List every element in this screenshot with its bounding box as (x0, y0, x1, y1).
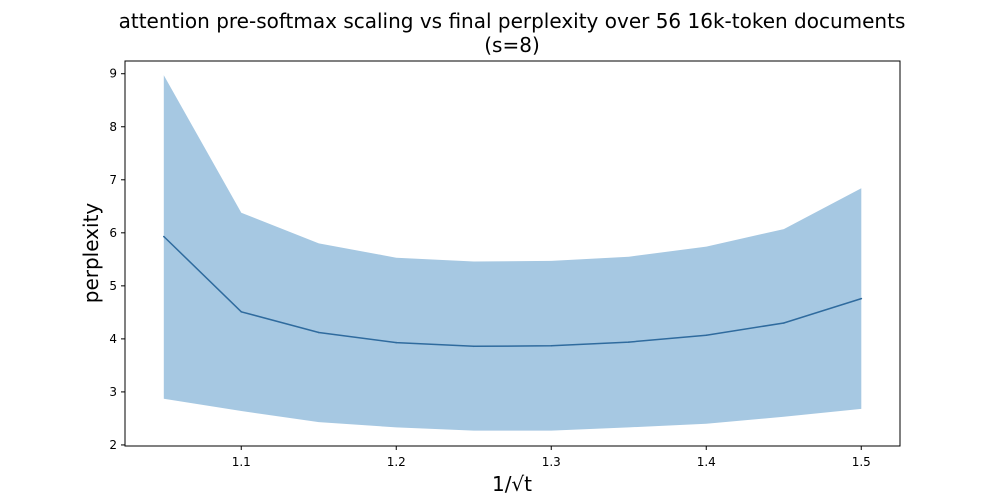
y-tick-label: 2 (109, 438, 117, 452)
x-tick-label: 1.1 (232, 455, 251, 469)
y-tick-label: 5 (109, 279, 117, 293)
data-point (473, 345, 475, 348)
chart-title-line1: attention pre-softmax scaling vs final p… (119, 9, 906, 33)
y-tick-label: 3 (109, 385, 117, 399)
data-point (705, 334, 708, 337)
x-tick-label: 1.4 (697, 455, 716, 469)
y-axis-label: perplexity (79, 203, 103, 304)
x-tick-label: 1.5 (852, 455, 871, 469)
data-point (240, 311, 243, 313)
y-tick-label: 9 (109, 67, 117, 81)
y-axis-ticks: 2 3 4 5 6 7 8 9 (109, 67, 125, 452)
axes-frame (124, 60, 901, 447)
y-tick-label: 4 (109, 332, 117, 346)
chart-title-line2: (s=8) (484, 33, 540, 57)
x-tick-label: 1.2 (387, 455, 406, 469)
data-point (860, 297, 863, 300)
data-point (550, 345, 553, 347)
y-tick-label: 7 (109, 173, 117, 187)
plot-area (163, 75, 863, 431)
confidence-band (163, 75, 862, 431)
data-point (395, 341, 398, 344)
x-tick-label: 1.3 (542, 455, 561, 469)
data-point (628, 341, 630, 343)
y-tick-label: 8 (109, 120, 117, 134)
data-point (163, 235, 165, 238)
data-point (318, 331, 320, 334)
data-point (783, 322, 785, 324)
x-axis-ticks: 1.1 1.2 1.3 1.4 1.5 (232, 446, 871, 469)
x-axis-label: 1/√t (492, 472, 532, 496)
y-tick-label: 6 (109, 226, 117, 240)
mean-line (163, 235, 862, 348)
